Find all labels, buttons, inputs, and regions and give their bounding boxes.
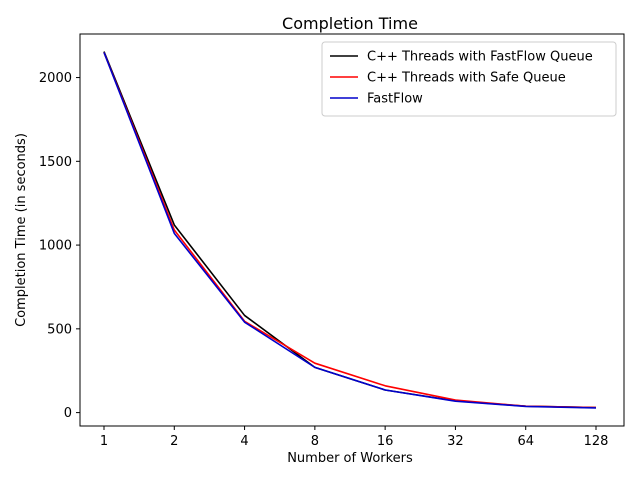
y-tick-label: 1500 [39, 155, 72, 170]
y-tick-label: 2000 [39, 71, 72, 86]
legend: C++ Threads with FastFlow Queue C++ Threa… [321, 41, 617, 117]
x-tick-label: 16 [377, 434, 394, 449]
y-tick-label: 500 [47, 322, 72, 337]
x-tick-label: 8 [311, 434, 319, 449]
legend-entry: C++ Threads with Safe Queue [367, 71, 566, 86]
x-tick-label: 32 [447, 434, 464, 449]
plot-area [79, 33, 625, 427]
x-tick-label: 1 [100, 434, 108, 449]
x-axis-label: Number of Workers [287, 451, 413, 466]
x-tick-label: 4 [240, 434, 248, 449]
y-axis: 0 500 1000 1500 2000 [39, 71, 80, 421]
chart-title: Completion Time [282, 14, 418, 33]
y-tick-label: 0 [64, 406, 72, 421]
y-tick-label: 1000 [39, 239, 72, 254]
x-axis: 1 2 4 8 16 32 64 128 [100, 426, 609, 449]
x-tick-label: 64 [517, 434, 534, 449]
legend-entry: C++ Threads with FastFlow Queue [367, 50, 593, 65]
x-tick-label: 128 [584, 434, 609, 449]
x-tick-label: 2 [170, 434, 178, 449]
series-line-3 [103, 52, 597, 409]
legend-frame [321, 41, 617, 117]
y-axis-label: Completion Time (in seconds) [14, 133, 29, 327]
legend-entry: FastFlow [367, 92, 423, 107]
series-lines [103, 51, 597, 409]
